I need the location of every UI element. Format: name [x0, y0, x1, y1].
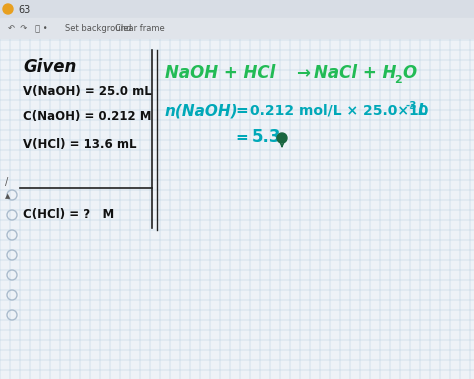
Text: V(NaOH) = 25.0 mL: V(NaOH) = 25.0 mL [23, 85, 152, 98]
Text: n(NaOH): n(NaOH) [165, 103, 238, 118]
Circle shape [277, 133, 287, 143]
Text: 2: 2 [394, 75, 402, 85]
Text: Given: Given [23, 58, 76, 76]
Text: /: / [5, 177, 8, 187]
Circle shape [3, 4, 13, 14]
Bar [0, 18, 474, 38]
Text: L: L [418, 103, 428, 118]
Text: Set background: Set background [65, 24, 131, 33]
Text: V(HCl) = 13.6 mL: V(HCl) = 13.6 mL [23, 138, 137, 151]
Text: →: → [296, 64, 310, 82]
Text: NaCl + H: NaCl + H [314, 64, 396, 82]
Text: -3: -3 [406, 101, 418, 111]
Text: 5.3: 5.3 [252, 128, 282, 146]
Bar [0, 0, 474, 18]
Text: 63: 63 [18, 5, 30, 15]
Text: C(NaOH) = 0.212 M: C(NaOH) = 0.212 M [23, 110, 152, 123]
Text: 0.212 mol/L × 25.0×10: 0.212 mol/L × 25.0×10 [250, 104, 428, 118]
FancyArrowPatch shape [281, 143, 283, 146]
Text: =: = [235, 103, 248, 118]
Text: NaOH + HCl: NaOH + HCl [165, 64, 275, 82]
Text: =: = [235, 130, 248, 145]
Text: O: O [402, 64, 416, 82]
Text: ▲: ▲ [5, 193, 10, 199]
Text: Clear frame: Clear frame [115, 24, 165, 33]
Text: C(HCl) = ?   M: C(HCl) = ? M [23, 208, 114, 221]
Text: ↶  ↷   🔍 •: ↶ ↷ 🔍 • [8, 24, 47, 33]
